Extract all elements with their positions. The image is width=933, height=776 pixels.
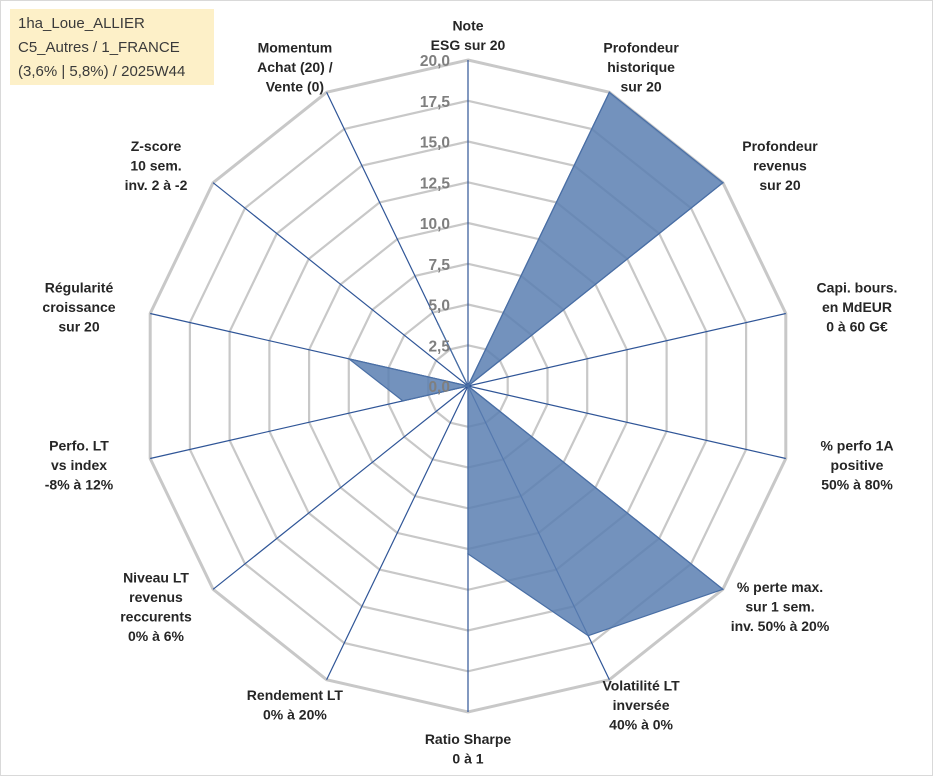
info-line-fund-name: 1ha_Loue_ALLIER — [18, 15, 145, 32]
axis-label-14: Momentum Achat (20) / Vente (0) — [257, 40, 333, 95]
axis-label-line: Volatilité LT — [602, 677, 680, 693]
axis-label-line: Profondeur — [603, 40, 679, 56]
axis-label-line: Profondeur — [742, 138, 818, 154]
axis-label-line: Z-score — [131, 138, 182, 154]
axis-label-line: 40% à 0% — [609, 716, 673, 732]
axis-label-8: Ratio Sharpe 0 à 1 — [425, 731, 512, 767]
axis-spoke-9 — [326, 385, 469, 680]
axis-spoke-5 — [467, 385, 786, 460]
axis-label-line: ESG sur 20 — [431, 37, 506, 53]
axis-label-line: 0% à 6% — [128, 628, 185, 644]
axis-label-line: inv. 2 à -2 — [125, 177, 188, 193]
axis-label-line: -8% à 12% — [45, 476, 114, 492]
axis-label-line: 50% à 80% — [821, 476, 893, 492]
data-point-6 — [722, 588, 724, 591]
axis-label-line: sur 20 — [58, 319, 99, 335]
axis-label-line: % perfo 1A — [820, 437, 893, 453]
axis-label-line: sur 1 sem. — [745, 599, 814, 615]
tick-label: 2,5 — [428, 338, 450, 355]
axis-label-line: Note — [452, 18, 483, 34]
axis-label-2: Profondeur historique sur 20 — [603, 40, 679, 95]
data-point-8 — [467, 553, 469, 555]
axis-label-line: Achat (20) / — [257, 59, 333, 75]
axis-label-10: Niveau LT revenus reccurents 0% à 6% — [120, 570, 192, 645]
axis-label-line: % perte max. — [737, 579, 823, 595]
info-box: 1ha_Loue_ALLIER C5_Autres / 1_FRANCE (3,… — [10, 9, 214, 85]
data-point-12 — [348, 358, 350, 360]
tick-label: 20,0 — [420, 53, 450, 70]
axis-label-line: Vente (0) — [266, 79, 324, 95]
axis-label-line: croissance — [42, 299, 115, 315]
axis-label-line: Perfo. LT — [49, 437, 109, 453]
axis-label-line: revenus — [753, 157, 807, 173]
tick-label: 10,0 — [420, 216, 450, 233]
radar-tick-labels: 0,0 2,5 5,0 7,5 10,0 12,5 15,0 17,5 20,0 — [420, 53, 451, 396]
tick-label: 5,0 — [428, 298, 450, 315]
tick-label: 15,0 — [420, 135, 450, 152]
data-point-11 — [402, 400, 404, 402]
axis-label-1: Note ESG sur 20 — [431, 18, 506, 54]
radar-series — [348, 91, 724, 637]
axis-label-line: Ratio Sharpe — [425, 731, 512, 747]
axis-label-4: Capi. bours. en MdEUR 0 à 60 G€ — [817, 280, 898, 335]
axis-label-line: sur 20 — [759, 177, 800, 193]
axis-label-line: sur 20 — [620, 79, 661, 95]
axis-label-line: 0 à 60 G€ — [826, 319, 888, 335]
data-point-14 — [437, 323, 440, 326]
axis-label-line: revenus — [129, 589, 183, 605]
data-point-2 — [608, 91, 611, 94]
axis-label-line: 10 sem. — [130, 157, 181, 173]
axis-label-line: Régularité — [45, 280, 114, 296]
axis-label-13: Z-score 10 sem. inv. 2 à -2 — [125, 138, 188, 193]
tick-label: 0,0 — [428, 379, 450, 396]
axis-label-line: Niveau LT — [123, 570, 189, 586]
axis-label-line: historique — [607, 59, 675, 75]
data-point-3 — [722, 181, 724, 184]
axis-label-line: 0 à 1 — [452, 751, 483, 767]
axis-label-5: % perfo 1A positive 50% à 80% — [820, 437, 893, 492]
tick-label: 7,5 — [428, 257, 450, 274]
info-line-category: C5_Autres / 1_FRANCE — [18, 39, 180, 56]
tick-label: 12,5 — [420, 175, 451, 192]
axis-label-9: Rendement LT 0% à 20% — [247, 687, 344, 723]
axis-label-line: inv. 50% à 20% — [731, 618, 830, 634]
axis-label-3: Profondeur revenus sur 20 — [742, 138, 818, 193]
data-point-7 — [587, 634, 589, 637]
axis-label-line: inversée — [613, 697, 670, 713]
axis-label-line: en MdEUR — [822, 299, 892, 315]
axis-label-6: % perte max. sur 1 sem. inv. 50% à 20% — [731, 579, 830, 634]
axis-label-11: Perfo. LT vs index -8% à 12% — [45, 437, 114, 492]
axis-label-line: positive — [831, 457, 884, 473]
info-line-period: (3,6% | 5,8%) / 2025W44 — [18, 63, 186, 80]
axis-label-line: Capi. bours. — [817, 280, 898, 296]
axis-label-12: Régularité croissance sur 20 — [42, 280, 115, 335]
radar-axis-labels: Note ESG sur 20 Profondeur historique sur 20… — [42, 18, 897, 767]
axis-label-line: reccurents — [120, 609, 192, 625]
axis-spoke-4 — [467, 312, 786, 387]
axis-spoke-13 — [212, 182, 469, 387]
axis-label-line: vs index — [51, 457, 107, 473]
axis-label-line: 0% à 20% — [263, 707, 327, 723]
axis-label-line: Momentum — [258, 40, 333, 56]
axis-label-7: Volatilité LT inversée 40% à 0% — [602, 677, 680, 732]
tick-label: 17,5 — [420, 94, 451, 111]
axis-spoke-10 — [212, 385, 469, 590]
axis-label-line: Rendement LT — [247, 687, 344, 703]
data-point-13 — [467, 385, 469, 387]
